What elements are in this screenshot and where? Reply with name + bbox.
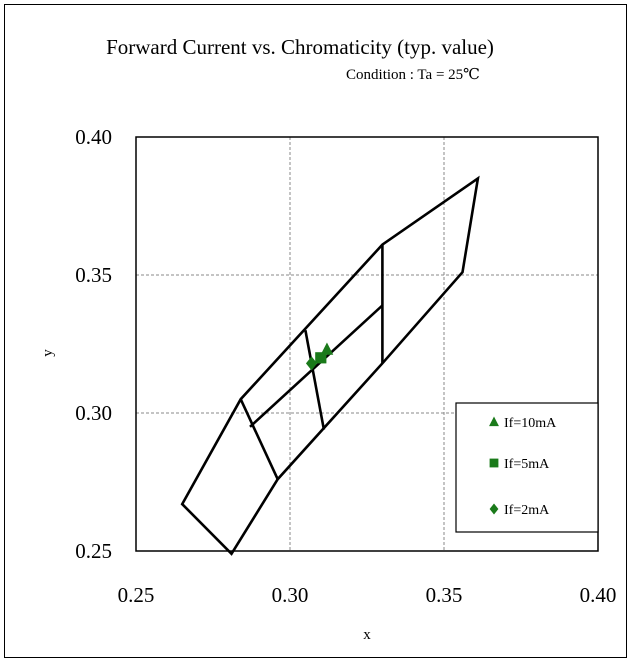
data-points [305, 342, 334, 371]
tick-labels: 0.25 0.30 0.35 0.40 0.25 0.30 0.35 0.40 [75, 125, 616, 607]
legend-label: If=10mA [504, 416, 557, 431]
y-axis-label: y [40, 349, 56, 357]
x-axis-label: x [363, 627, 371, 643]
y-tick-label: 0.30 [75, 401, 112, 425]
x-tick-label: 0.30 [272, 583, 309, 607]
y-tick-label: 0.25 [75, 539, 112, 563]
data-point-diamond [305, 356, 318, 371]
bin-regions [180, 175, 480, 556]
legend-marker-triangle [489, 416, 499, 427]
legend-label: If=2mA [504, 503, 550, 518]
y-tick-label: 0.40 [75, 125, 112, 149]
plot-area [135, 136, 599, 552]
bin-region-line [180, 175, 480, 556]
x-tick-label: 0.35 [426, 583, 463, 607]
bin-region-line [249, 304, 384, 428]
legend-label: If=5mA [504, 457, 550, 472]
legend-marker-diamond [489, 503, 499, 515]
data-point-square [315, 352, 327, 364]
legend: If=10mA If=5mA If=2mA [455, 402, 599, 533]
y-tick-label: 0.35 [75, 263, 112, 287]
chart-subtitle: Condition : Ta = 25℃ [346, 67, 480, 83]
bin-region-line [239, 398, 279, 480]
legend-box [455, 402, 599, 533]
x-tick-label: 0.40 [580, 583, 617, 607]
chart-title: Forward Current vs. Chromaticity (typ. v… [106, 35, 494, 59]
bin-region-line [304, 329, 326, 430]
legend-marker-square [489, 458, 499, 468]
chart-frame [4, 4, 627, 658]
data-point-triangle [320, 342, 334, 355]
x-tick-label: 0.25 [118, 583, 155, 607]
